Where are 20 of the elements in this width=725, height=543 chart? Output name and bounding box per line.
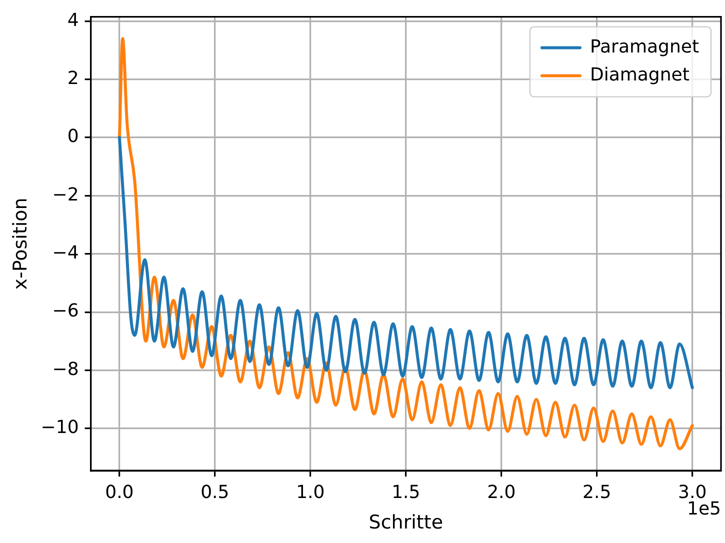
x-tick-label: 1.0 [296,482,325,504]
x-tick-label: 1.5 [392,482,420,504]
y-axis-title: x-Position [9,198,32,290]
x-tick-label: 0.5 [200,482,230,504]
y-tick-label: −2 [52,184,79,206]
x-axis-title: Schritte [368,512,444,534]
x-tick-label: 0.0 [105,482,134,504]
legend-label: Paramagnet [590,36,700,58]
x-tick-label: 2.5 [582,482,612,504]
text: 1e5 [687,498,721,520]
legend-label: Diamagnet [590,64,690,86]
line-series [118,136,694,390]
y-tick-label: −6 [52,300,79,322]
y-tick-label: 0 [67,126,79,148]
y-tick-label: 4 [67,10,79,31]
y-tick-label: −10 [40,417,79,438]
x-tick-label: 2.0 [487,482,516,504]
y-tick-label: −4 [52,242,79,264]
y-tick-label: 2 [67,68,79,90]
y-tick-label: −8 [52,358,79,380]
